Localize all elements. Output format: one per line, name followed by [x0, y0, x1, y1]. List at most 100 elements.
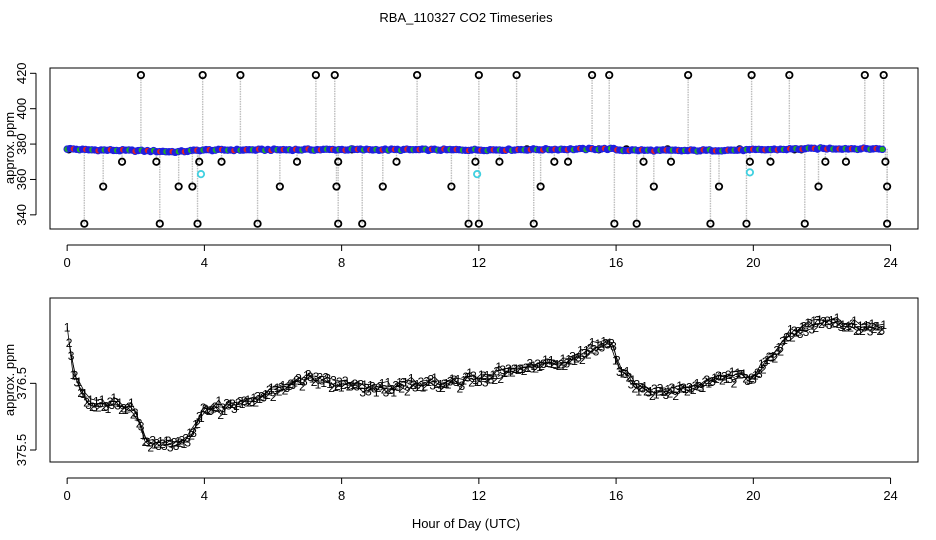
series-1-marker: 1: [140, 428, 147, 442]
x-tick-label: 24: [883, 255, 897, 270]
series-1-marker: 1: [595, 337, 602, 351]
series-2-marker: 2: [841, 320, 848, 334]
series-1-marker: 1: [303, 369, 310, 383]
x-tick-label: 24: [883, 488, 897, 503]
series-2-marker: 2: [101, 400, 108, 414]
series-1-marker: 1: [583, 344, 590, 358]
series-3-marker: 3: [867, 324, 874, 338]
series-1-marker: 1: [204, 403, 211, 417]
series-3-marker: 3: [394, 380, 401, 394]
outlier-point: [155, 219, 164, 228]
series-2-marker: 2: [124, 401, 131, 415]
x-axis-label: Hour of Day (UTC): [412, 516, 520, 531]
series-1-marker: 1: [274, 381, 281, 395]
series-3-marker: 3: [359, 386, 366, 400]
series-2-marker: 2: [95, 401, 102, 415]
y-tick-label: 340: [14, 204, 29, 226]
outlier-point: [80, 219, 89, 228]
series-3-marker: 3: [365, 384, 372, 398]
series-3-marker: 3: [604, 337, 611, 351]
series-2-marker: 2: [492, 373, 499, 387]
series-3-marker: 3: [762, 355, 769, 369]
outlier-point: [714, 182, 724, 191]
outlier-point: [785, 70, 794, 80]
series-3-marker: 3: [703, 373, 710, 387]
series-3-marker: 3: [511, 362, 518, 376]
series-2-marker: 2: [643, 385, 650, 399]
series-2-marker: 2: [766, 350, 773, 364]
outlier-point: [471, 157, 480, 166]
series-3-marker: 3: [622, 367, 629, 381]
series-3-marker: 3: [289, 378, 296, 392]
series-1-marker: 1: [390, 386, 397, 400]
series-3-marker: 3: [499, 363, 506, 377]
series-1-marker: 1: [250, 391, 257, 405]
series-2-marker: 2: [632, 381, 639, 395]
series-2-marker: 2: [486, 372, 493, 386]
series-1-marker: 1: [688, 381, 695, 395]
series-3-marker: 3: [237, 394, 244, 408]
series-2-marker: 2: [270, 390, 277, 404]
series-2-marker: 2: [544, 356, 551, 370]
series-3-marker: 3: [692, 379, 699, 393]
series-2-marker: 2: [597, 339, 604, 353]
outlier-point: [198, 70, 207, 80]
series-2-marker: 2: [550, 357, 557, 371]
series-1-marker: 1: [385, 375, 392, 389]
y-tick-label: 376.5: [14, 367, 29, 400]
series-lines: [66, 316, 884, 447]
series-3-marker: 3: [738, 367, 745, 381]
series-3-marker: 3: [307, 370, 314, 384]
series-2-marker: 2: [591, 343, 598, 357]
series-2-marker: 2: [585, 348, 592, 362]
series-2-marker: 2: [340, 378, 347, 392]
series-2-marker: 2: [200, 401, 207, 415]
series-3-marker: 3: [167, 440, 174, 454]
series-2-marker: 2: [667, 386, 674, 400]
series-1-marker: 1: [571, 354, 578, 368]
series-3-marker: 3: [278, 380, 285, 394]
series-3-marker: 3: [878, 324, 885, 338]
series-3-marker: 3: [79, 387, 86, 401]
series-1-marker: 1: [536, 360, 543, 374]
series-3-marker: 3: [266, 383, 273, 397]
series-2-marker: 2: [392, 378, 399, 392]
series-2-marker: 2: [562, 359, 569, 373]
series-3-marker: 3: [435, 381, 442, 395]
series-2-marker: 2: [118, 403, 125, 417]
series-3-marker: 3: [249, 395, 256, 409]
series-1-marker: 1: [705, 377, 712, 391]
series-2-marker: 2: [369, 380, 376, 394]
series-3-marker: 3: [184, 435, 191, 449]
series-2-marker: 2: [142, 435, 149, 449]
series-2-marker: 2: [311, 375, 318, 389]
series-3-marker: 3: [686, 381, 693, 395]
series-3-marker: 3: [668, 381, 675, 395]
series-3-marker: 3: [744, 374, 751, 388]
outlier-point: [152, 157, 161, 166]
series-3-marker: 3: [412, 380, 419, 394]
series-1-marker: 1: [729, 365, 736, 379]
series-2-marker: 2: [287, 377, 294, 391]
series-2-marker: 2: [439, 381, 446, 395]
series-2-marker: 2: [346, 379, 353, 393]
outlier-point: [195, 157, 204, 166]
series-3-line: [70, 318, 883, 447]
series-1-marker: 1: [297, 374, 304, 388]
series-2-marker: 2: [719, 374, 726, 388]
series-2-marker: 2: [182, 431, 189, 445]
series-1-marker: 1: [355, 378, 362, 392]
series-3-marker: 3: [820, 314, 827, 328]
series-1-marker: 1: [490, 368, 497, 382]
series-2-marker: 2: [812, 321, 819, 335]
series-2-marker: 2: [777, 345, 784, 359]
series-1-marker: 1: [437, 377, 444, 391]
top-y-axis-label: approx. ppm: [2, 112, 17, 184]
series-3-marker: 3: [225, 398, 232, 412]
series-1-marker: 1: [350, 378, 357, 392]
series-2-marker: 2: [375, 381, 382, 395]
series-2-marker: 2: [427, 373, 434, 387]
series-1-marker: 1: [151, 437, 158, 451]
series-1-marker: 1: [169, 436, 176, 450]
series-3-marker: 3: [785, 330, 792, 344]
